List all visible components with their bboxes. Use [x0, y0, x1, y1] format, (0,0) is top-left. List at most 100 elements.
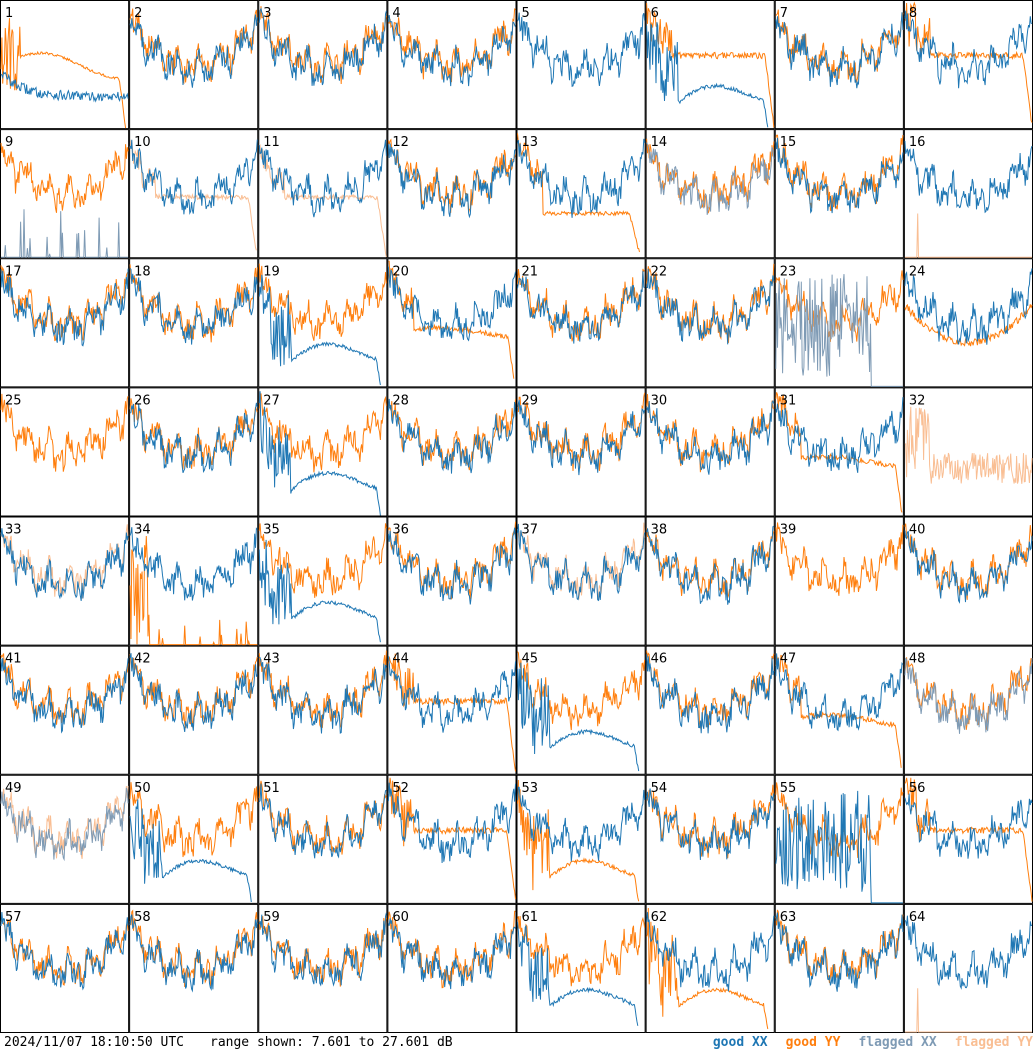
panel-border	[645, 645, 775, 775]
trace-xx-63	[775, 912, 904, 992]
trace-xx-20	[387, 266, 516, 342]
trace-xx-33	[0, 528, 129, 601]
panel-56: 56	[903, 774, 1033, 904]
panel-61: 61	[516, 903, 646, 1033]
trace-yy-56	[904, 777, 1033, 902]
panel-border	[387, 258, 517, 388]
panel-label-28: 28	[392, 393, 409, 408]
panel-label-9: 9	[5, 135, 13, 150]
trace-yy-51	[258, 780, 387, 855]
panel-border	[129, 516, 259, 646]
panel-border	[645, 0, 775, 130]
panel-label-23: 23	[780, 264, 797, 279]
panel-border	[774, 387, 904, 517]
panel-border	[0, 387, 130, 517]
trace-xx-46	[646, 654, 775, 734]
panel-58: 58	[129, 903, 259, 1033]
panel-32: 32	[903, 387, 1033, 517]
trace-yy-22	[646, 263, 775, 343]
panel-10: 10	[129, 129, 259, 259]
panel-border	[645, 129, 775, 259]
panel-label-33: 33	[5, 523, 22, 538]
trace-xx-58	[129, 914, 258, 993]
trace-xx-22	[646, 268, 775, 345]
trace-yy-58	[129, 909, 258, 988]
trace-yy-7	[775, 9, 904, 83]
panel-label-47: 47	[780, 652, 797, 667]
trace-xx-53	[517, 786, 646, 862]
panel-label-41: 41	[5, 652, 22, 667]
panel-border	[129, 645, 259, 775]
timestamp: 2024/11/07 18:10:50 UTC	[4, 1035, 185, 1050]
panel-43: 43	[258, 645, 388, 775]
panel-label-26: 26	[134, 393, 151, 408]
trace-xx-37	[517, 523, 646, 602]
panel-border	[903, 774, 1033, 904]
panel-label-44: 44	[392, 652, 409, 667]
trace-yy-1	[0, 18, 127, 129]
panel-label-3: 3	[263, 6, 271, 21]
trace-xx-57	[0, 911, 129, 991]
trace-yy-32	[904, 406, 1033, 484]
panel-2: 2	[129, 0, 259, 130]
panel-57: 57	[0, 903, 130, 1033]
panel-border	[903, 387, 1033, 517]
panel-48: 48	[903, 645, 1033, 775]
panel-label-63: 63	[780, 910, 797, 925]
panel-1: 1	[0, 0, 130, 130]
panel-label-61: 61	[522, 910, 539, 925]
trace-yy-33	[0, 524, 129, 599]
trace-xx-35	[258, 539, 381, 643]
panel-28: 28	[387, 387, 517, 517]
trace-xx-21	[517, 270, 645, 344]
panel-border	[516, 645, 646, 775]
panel-border	[387, 129, 517, 259]
trace-xx-31	[775, 397, 904, 473]
panel-border	[516, 387, 646, 517]
trace-xx-60	[387, 918, 516, 990]
trace-yy-39	[775, 522, 904, 596]
panel-label-56: 56	[909, 781, 926, 796]
panel-49: 49	[0, 774, 130, 904]
panel-label-57: 57	[5, 910, 22, 925]
panel-label-1: 1	[5, 6, 13, 21]
panel-42: 42	[129, 645, 259, 775]
trace-xx-48	[904, 657, 1033, 734]
trace-xx-38	[646, 525, 775, 605]
panel-45: 45	[516, 645, 646, 775]
trace-xx-24	[904, 268, 1033, 345]
trace-xx-8	[904, 10, 1033, 89]
trace-yy-23	[775, 270, 904, 342]
trace-xx-28	[387, 398, 516, 474]
panel-border	[387, 516, 517, 646]
panel-11: 11	[258, 129, 388, 259]
panel-46: 46	[645, 645, 775, 775]
trace-xx-51	[258, 783, 387, 859]
panel-border	[129, 129, 259, 259]
trace-yy-31	[775, 392, 903, 513]
trace-xx-64	[904, 915, 1033, 990]
panel-label-50: 50	[134, 781, 151, 796]
panel-8: 8	[903, 0, 1033, 130]
panel-border	[516, 129, 646, 259]
trace-yy-43	[258, 650, 387, 729]
panel-54: 54	[645, 774, 775, 904]
panel-label-49: 49	[5, 781, 22, 796]
panel-label-37: 37	[522, 523, 539, 538]
panel-50: 50	[129, 774, 259, 904]
panel-33: 33	[0, 516, 130, 646]
panel-label-59: 59	[263, 910, 280, 925]
panel-label-42: 42	[134, 652, 151, 667]
panel-label-21: 21	[522, 264, 539, 279]
panel-label-2: 2	[134, 6, 142, 21]
trace-yy-47	[775, 654, 902, 768]
panel-label-22: 22	[651, 264, 668, 279]
panel-51: 51	[258, 774, 388, 904]
trace-yy-55	[775, 782, 904, 858]
panel-label-52: 52	[392, 781, 409, 796]
panel-border	[903, 0, 1033, 130]
panel-7: 7	[774, 0, 904, 130]
panel-22: 22	[645, 258, 775, 388]
panel-4: 4	[387, 0, 517, 130]
panel-label-12: 12	[392, 135, 409, 150]
